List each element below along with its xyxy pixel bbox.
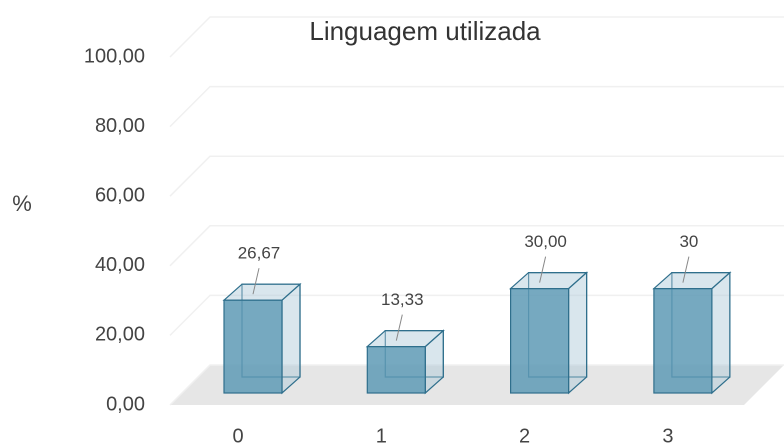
value-label: 30 [679,232,698,251]
bar-side [567,271,588,395]
x-tick-label: 3 [662,425,673,447]
bar-side [281,282,301,395]
leader-line [539,256,547,283]
x-tick-label: 1 [376,425,387,447]
grid-line [169,364,784,406]
bar-front [510,288,570,394]
leader-line [395,314,403,341]
y-tick-label: 80,00 [95,115,145,137]
grid-line [169,155,784,197]
bar [222,282,302,395]
bar-front [223,299,283,394]
y-tick-label: 0,00 [106,393,145,415]
bar-front [366,346,426,394]
bar [509,271,589,395]
bar [652,271,732,395]
floor [170,365,784,405]
grid-line [169,294,784,336]
y-tick-label: 60,00 [95,184,145,206]
leader-line [682,256,690,283]
chart-title: Linguagem utilizada [309,16,541,46]
grid-line [169,16,784,58]
grid-line [169,85,784,128]
value-label: 26,67 [238,244,281,263]
y-tick-label: 40,00 [95,254,145,276]
x-tick-label: 0 [232,425,243,447]
y-tick-label: 100,00 [84,45,145,67]
bar-side [711,271,731,395]
value-label: 13,33 [381,290,424,309]
bar-front [653,288,713,394]
leader-line [252,268,260,295]
y-tick-label: 20,00 [95,324,145,346]
y-axis-label: % [12,191,32,216]
bar [365,329,445,395]
grid-line [169,225,784,267]
x-tick-label: 2 [519,425,530,447]
value-label: 30,00 [524,232,567,251]
